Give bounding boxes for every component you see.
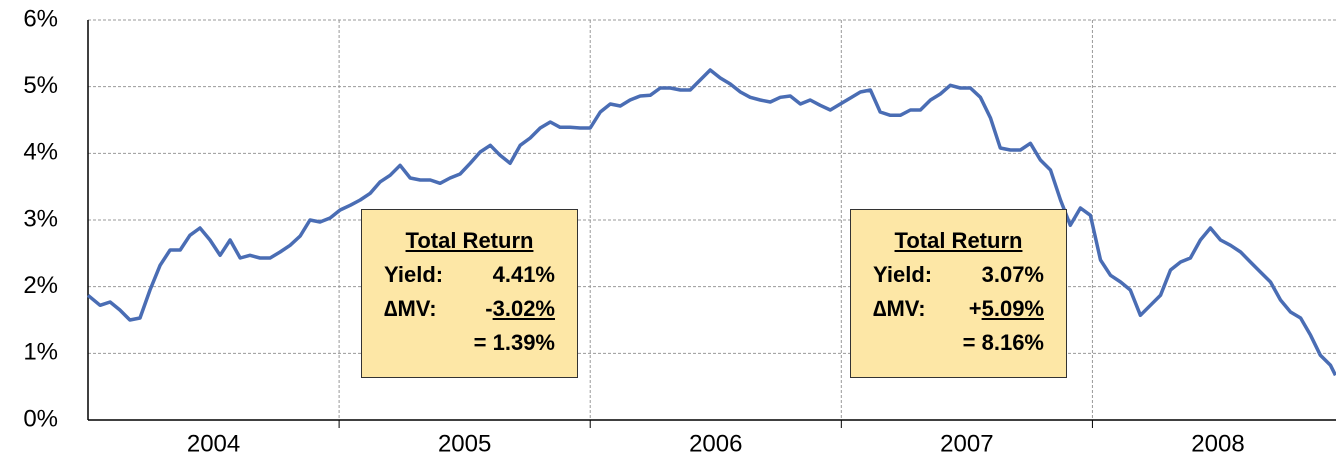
annotation-total: = 8.16% xyxy=(962,330,1044,355)
annotation-value: 3.02% xyxy=(492,296,555,321)
line-series xyxy=(86,68,1336,377)
annotation-label: ∆MV: xyxy=(873,296,926,321)
annotation-value: 3.07% xyxy=(981,262,1044,287)
y-tick-label: 1% xyxy=(23,339,58,366)
annotation-label: Yield: xyxy=(873,262,933,287)
annotation-label: Yield: xyxy=(384,262,444,287)
annotation-box: Total Return Yield: 3.07% ∆MV: +5.09% = 8.… xyxy=(850,209,1067,378)
x-tick-label: 2007 xyxy=(940,430,993,457)
x-tick-label: 2005 xyxy=(438,430,491,457)
annotation-title: Total Return xyxy=(405,228,534,253)
annotation-box: Total Return Yield: 4.41% ∆MV: -3.02% = 1.… xyxy=(361,209,578,378)
y-tick-label: 2% xyxy=(23,272,58,299)
x-tick-label: 2008 xyxy=(1191,430,1244,457)
y-tick-label: 3% xyxy=(23,205,58,232)
annotation-value: 4.41% xyxy=(492,262,555,287)
annotation-sign: - xyxy=(485,296,493,321)
annotation-label: ∆MV: xyxy=(384,296,437,321)
x-tick-label: 2006 xyxy=(689,430,742,457)
annotation-value: 5.09% xyxy=(981,296,1044,321)
y-tick-label: 0% xyxy=(23,405,58,432)
y-tick-label: 5% xyxy=(23,72,58,99)
y-tick-label: 6% xyxy=(23,5,58,32)
annotation-title: Total Return xyxy=(894,228,1023,253)
annotation-total: = 1.39% xyxy=(473,330,555,355)
x-tick-label: 2004 xyxy=(187,430,240,457)
y-tick-label: 4% xyxy=(23,139,58,166)
annotation-sign: + xyxy=(968,296,982,321)
